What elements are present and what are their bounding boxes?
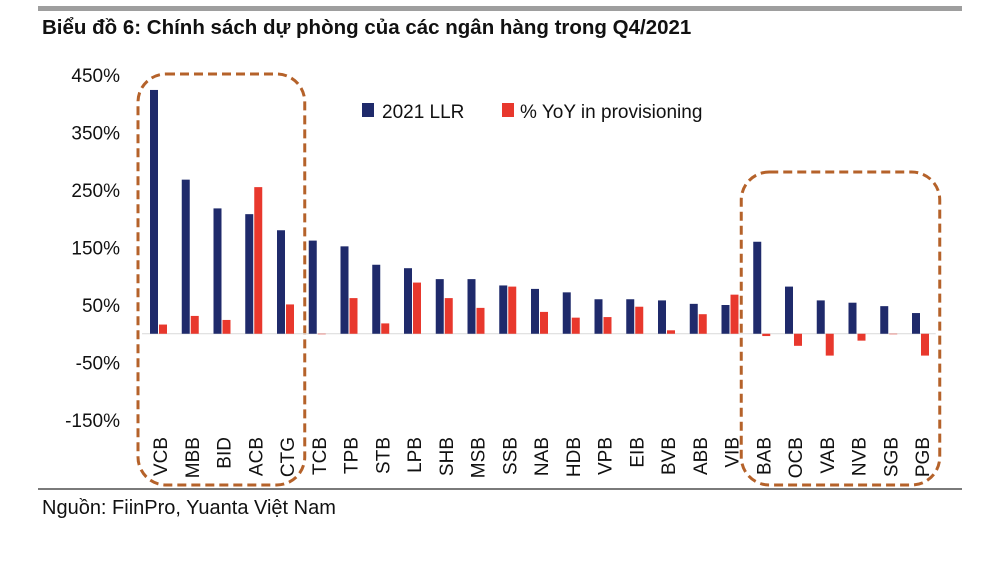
bar-yoy-ctg — [286, 304, 294, 334]
bar-yoy-bid — [222, 319, 231, 334]
bar-llr-vib — [721, 305, 730, 334]
x-tick-label: ABB — [691, 437, 712, 475]
x-tick-label: VCB — [151, 437, 172, 476]
legend-swatch-yoy — [502, 103, 514, 117]
bar-llr-shb — [435, 279, 444, 334]
y-tick-label: 150% — [71, 239, 120, 260]
x-tick-label: VPB — [596, 437, 617, 475]
bar-llr-hdb — [562, 292, 571, 334]
x-tick-label: MBB — [183, 437, 204, 478]
x-tick-label: EIB — [627, 437, 648, 468]
x-tick-label: SGB — [881, 437, 902, 477]
y-tick-label: -150% — [65, 411, 120, 432]
bar-llr-nvb — [848, 302, 857, 334]
y-tick-label: 50% — [82, 296, 120, 317]
x-tick-label: SSB — [500, 437, 521, 475]
highlight-box-left-group — [136, 72, 307, 487]
x-tick-label: ACB — [246, 437, 267, 476]
bar-yoy-vab — [825, 333, 834, 356]
bar-llr-bid — [213, 208, 222, 334]
bar-llr-eib — [626, 299, 635, 334]
source-note: Nguồn: FiinPro, Yuanta Việt Nam — [42, 497, 336, 519]
bar-yoy-mbb — [190, 315, 199, 334]
bar-yoy-sgb — [889, 333, 898, 335]
bar-llr-bvb — [658, 300, 666, 334]
bar-yoy-shb — [444, 298, 453, 334]
bar-yoy-pgb — [921, 333, 929, 356]
x-tick-label: SHB — [437, 437, 458, 476]
x-tick-label: LPB — [405, 437, 426, 473]
y-tick-label: 250% — [71, 181, 120, 202]
x-tick-label: TPB — [342, 437, 363, 474]
bar-llr-bab — [753, 241, 762, 334]
x-tick-label: HDB — [564, 437, 585, 477]
x-tick-label: STB — [373, 437, 394, 474]
x-tick-label: NVB — [850, 437, 871, 476]
legend-swatch-llr — [362, 103, 374, 117]
bar-llr-tcb — [308, 240, 317, 334]
legend-label-llr: 2021 LLR — [382, 102, 464, 123]
bar-llr-nab — [531, 288, 539, 334]
bar-llr-ssb — [499, 285, 508, 334]
bar-yoy-tcb — [317, 333, 326, 335]
legend-label-yoy: % YoY in provisioning — [520, 102, 702, 123]
bar-llr-vcb — [150, 89, 158, 334]
x-tick-label: VAB — [818, 437, 839, 474]
x-tick-label: BID — [215, 437, 236, 469]
bar-yoy-lpb — [413, 282, 421, 334]
bar-llr-sgb — [880, 306, 889, 334]
y-tick-label: -50% — [76, 354, 120, 375]
bottom-rule — [38, 488, 962, 490]
y-tick-label: 450% — [71, 66, 120, 87]
bar-llr-vpb — [594, 299, 603, 334]
x-tick-label: PGB — [913, 437, 934, 477]
bar-llr-lpb — [404, 268, 412, 334]
bar-yoy-ssb — [508, 286, 517, 334]
bar-yoy-hdb — [571, 317, 580, 334]
x-tick-label: OCB — [786, 437, 807, 478]
x-tick-label: BVB — [659, 437, 680, 475]
bar-yoy-nab — [540, 311, 548, 334]
bar-llr-ctg — [277, 230, 285, 334]
bar-llr-msb — [467, 279, 476, 334]
x-tick-label: NAB — [532, 437, 553, 476]
bar-yoy-nvb — [857, 333, 866, 341]
bar-yoy-tpb — [349, 298, 358, 334]
bar-yoy-ocb — [794, 333, 802, 346]
bar-yoy-stb — [381, 323, 390, 334]
bar-yoy-vcb — [159, 324, 167, 334]
bar-llr-mbb — [181, 179, 190, 334]
bar-yoy-vpb — [603, 317, 612, 334]
bar-yoy-vib — [730, 294, 739, 334]
x-tick-label: TCB — [310, 437, 331, 475]
top-rule — [38, 6, 962, 11]
x-tick-label: BAB — [754, 437, 775, 475]
bar-llr-ocb — [785, 286, 793, 334]
bar-yoy-bvb — [667, 330, 675, 334]
x-tick-label: MSB — [469, 437, 490, 478]
bar-yoy-abb — [698, 314, 707, 334]
bar-llr-tpb — [340, 246, 349, 334]
bar-yoy-bab — [762, 333, 771, 337]
bar-llr-pgb — [912, 313, 920, 334]
x-tick-label: VIB — [723, 437, 744, 468]
bar-yoy-acb — [254, 187, 263, 334]
chart-title: Biểu đồ 6: Chính sách dự phòng của các n… — [42, 16, 692, 39]
bar-llr-abb — [689, 303, 698, 334]
bar-llr-vab — [816, 300, 825, 334]
bar-llr-stb — [372, 264, 381, 334]
highlight-box-right-group — [739, 170, 942, 487]
bar-yoy-msb — [476, 307, 485, 334]
bar-llr-acb — [245, 214, 254, 334]
y-tick-label: 350% — [71, 124, 120, 145]
x-tick-label: CTG — [278, 437, 299, 477]
bar-yoy-eib — [635, 306, 644, 334]
